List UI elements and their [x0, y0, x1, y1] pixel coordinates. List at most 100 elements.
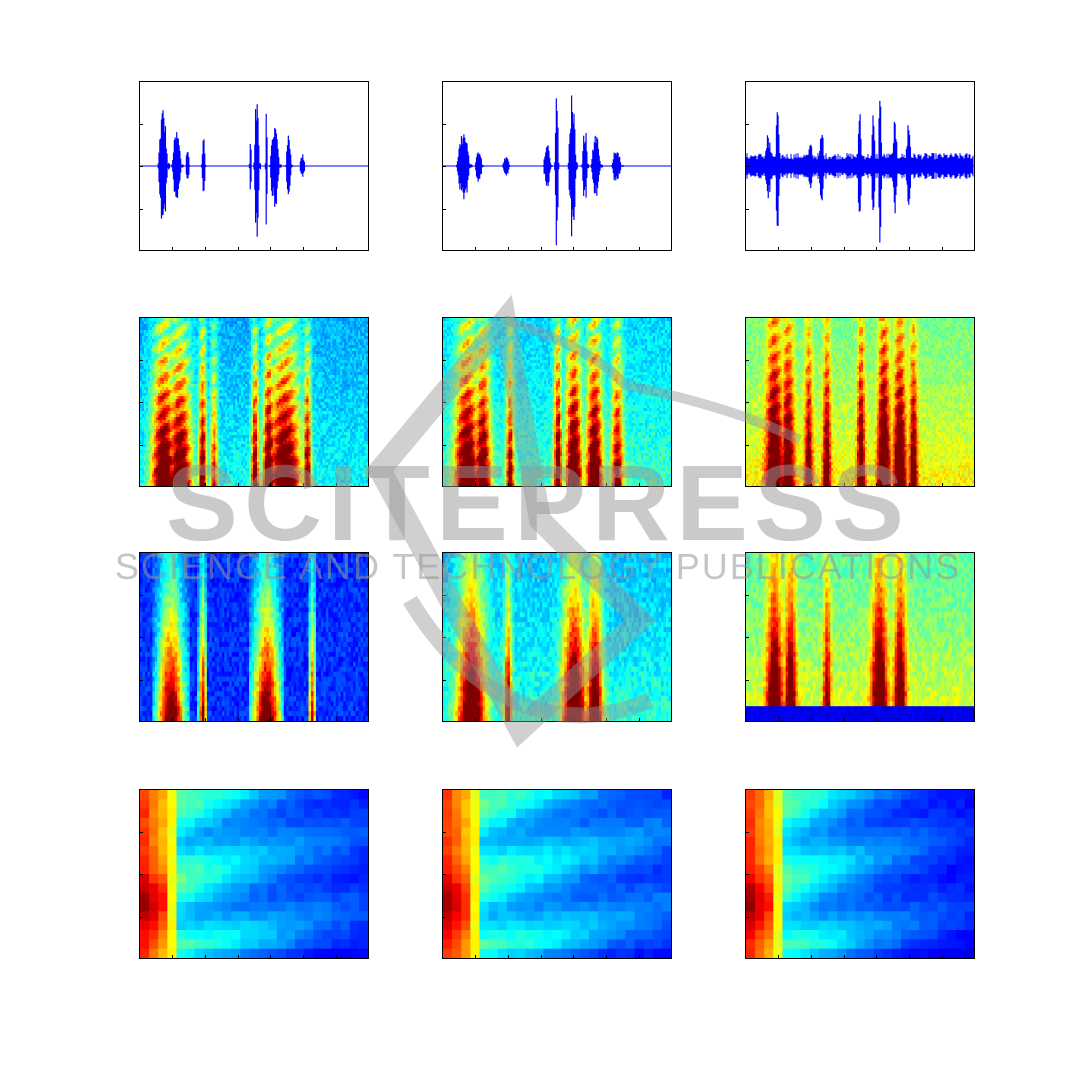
heatmap-cell: [262, 483, 266, 486]
heatmap-cell: [193, 339, 197, 343]
heatmap-cell: [205, 417, 209, 421]
heatmap-cell: [292, 402, 296, 406]
heatmap-cell: [163, 318, 167, 322]
heatmap-cell: [272, 474, 276, 478]
heatmap-cell: [173, 408, 177, 412]
heatmap-cell: [140, 366, 143, 370]
heatmap-cell: [266, 348, 270, 352]
heatmap-cell: [189, 363, 193, 367]
heatmap-cell: [262, 324, 266, 328]
heatmap-cell: [245, 450, 248, 454]
heatmap-cell: [165, 348, 169, 352]
heatmap-cell: [268, 480, 272, 484]
heatmap-cell: [262, 318, 266, 322]
heatmap-cell: [270, 423, 274, 427]
heatmap-cell: [191, 402, 195, 406]
heatmap-cell: [153, 384, 157, 388]
heatmap-cell: [147, 453, 151, 457]
heatmap-cell: [294, 384, 298, 388]
heatmap-cell: [179, 408, 183, 412]
heatmap-cell: [169, 414, 173, 418]
heatmap-cell: [165, 468, 169, 472]
heatmap-cell: [243, 369, 246, 373]
heatmap-cell: [207, 354, 210, 358]
heatmap-cell: [147, 378, 151, 382]
heatmap-cell: [167, 336, 171, 340]
heatmap-cell: [177, 414, 181, 418]
heatmap-cell: [187, 372, 191, 376]
heatmap-cell: [251, 339, 254, 343]
heatmap-cell: [233, 456, 236, 460]
heatmap-cell: [141, 483, 145, 486]
heatmap-cell: [215, 327, 218, 331]
heatmap-cell: [213, 429, 216, 433]
heatmap-cell: [171, 327, 175, 331]
heatmap-cell: [288, 417, 292, 421]
heatmap-cell: [209, 426, 212, 430]
heatmap-cell: [177, 432, 181, 436]
heatmap-cell: [207, 330, 210, 334]
heatmap-cell: [151, 483, 155, 486]
heatmap-cell: [260, 420, 264, 424]
heatmap-cell: [177, 423, 181, 427]
heatmap-cell: [225, 384, 228, 388]
heatmap-cell: [179, 399, 183, 403]
heatmap-cell: [213, 450, 216, 454]
heatmap-cell: [253, 417, 256, 421]
heatmap-cell: [276, 321, 280, 325]
heatmap-cell: [153, 333, 157, 337]
heatmap-cell: [159, 441, 163, 445]
heatmap-cell: [175, 441, 179, 445]
heatmap-cell: [294, 348, 298, 352]
heatmap-cell: [282, 456, 286, 460]
heatmap-cell: [264, 318, 268, 322]
heatmap-cell: [233, 342, 236, 346]
heatmap-cell: [237, 351, 240, 355]
heatmap-cell: [181, 369, 185, 373]
heatmap-cell: [197, 381, 201, 385]
heatmap-cell: [165, 420, 169, 424]
heatmap-cell: [157, 429, 161, 433]
heatmap-cell: [237, 477, 240, 481]
heatmap-cell: [225, 441, 228, 445]
heatmap-cell: [294, 372, 298, 376]
heatmap-cell: [209, 471, 212, 475]
heatmap-cell: [262, 462, 266, 466]
heatmap-cell: [284, 414, 288, 418]
heatmap-cell: [153, 396, 157, 400]
heatmap-cell: [223, 321, 226, 325]
heatmap-cell: [292, 480, 296, 484]
heatmap-cell: [280, 399, 284, 403]
heatmap-cell: [145, 387, 149, 391]
heatmap-cell: [155, 459, 159, 463]
heatmap-cell: [177, 330, 181, 334]
heatmap-cell: [171, 480, 175, 484]
heatmap-cell: [254, 333, 258, 337]
heatmap-cell: [179, 429, 183, 433]
heatmap-cell: [143, 393, 147, 397]
heatmap-cell: [203, 396, 207, 400]
heatmap-cell: [213, 348, 216, 352]
heatmap-cell: [195, 378, 199, 382]
heatmap-cell: [292, 399, 296, 403]
heatmap-cell: [203, 438, 207, 442]
heatmap-cell: [143, 399, 147, 403]
heatmap-cell: [274, 387, 278, 391]
heatmap-cell: [272, 363, 276, 367]
heatmap-cell: [181, 375, 185, 379]
heatmap-cell: [163, 354, 167, 358]
heatmap-cell: [169, 360, 173, 364]
heatmap-cell: [251, 429, 254, 433]
heatmap-cell: [183, 393, 187, 397]
heatmap-cell: [169, 438, 173, 442]
heatmap-cell: [199, 462, 203, 466]
heatmap-cell: [274, 453, 278, 457]
heatmap-cell: [296, 339, 300, 343]
heatmap-cell: [159, 459, 163, 463]
heatmap-cell: [290, 417, 294, 421]
heatmap-cell: [179, 417, 183, 421]
heatmap-cell: [239, 483, 242, 486]
heatmap-cell: [211, 423, 214, 427]
heatmap-cell: [266, 414, 270, 418]
heatmap-cell: [294, 366, 298, 370]
